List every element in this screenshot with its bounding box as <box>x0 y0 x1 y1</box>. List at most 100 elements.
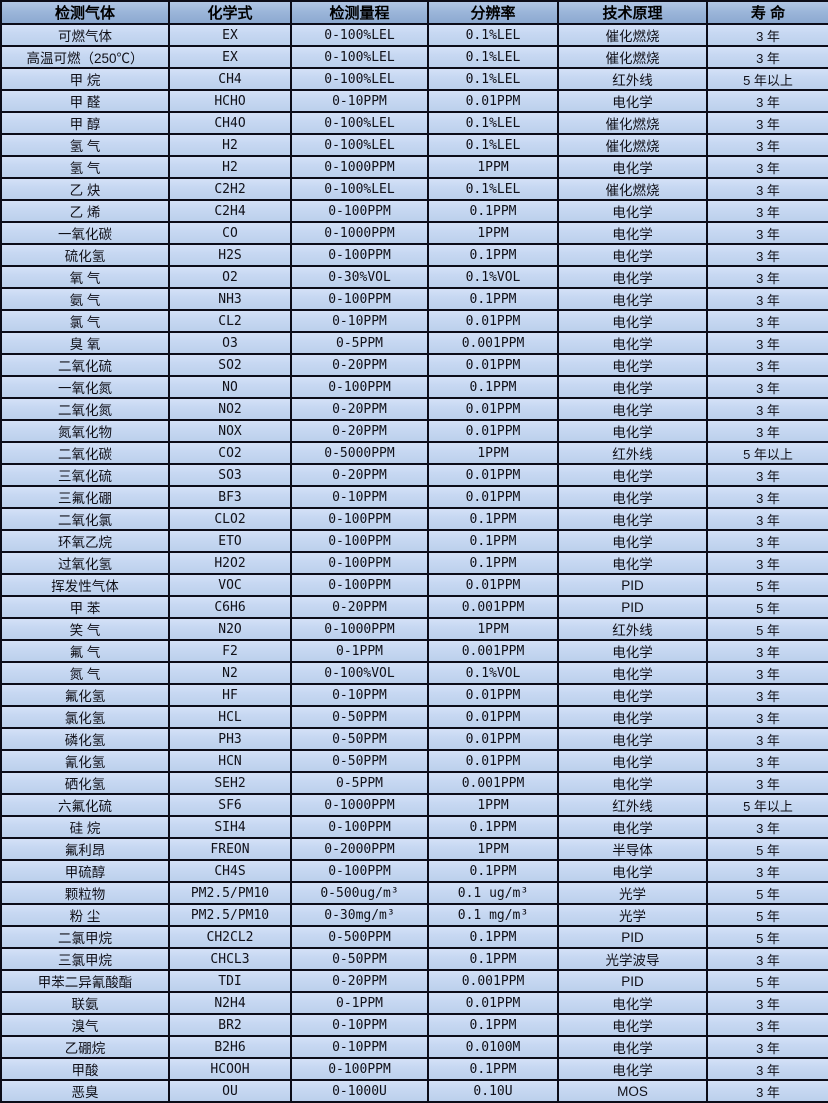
cell-lifespan: 3 年 <box>706 419 828 443</box>
table-row: 粉 尘 PM2.5/PM10 0-30mg/m³ 0.1 mg/m³ 光学 5 … <box>0 903 828 927</box>
cell-lifespan: 3 年 <box>706 639 828 663</box>
cell-gas-name: 溴气 <box>0 1013 170 1037</box>
table-row: 氮氧化物 NOX 0-20PPM 0.01PPM 电化学 3 年 <box>0 419 828 443</box>
cell-chemical-formula: H2 <box>168 133 292 157</box>
cell-gas-name: 二氯甲烷 <box>0 925 170 949</box>
table-row: 过氧化氢 H2O2 0-100PPM 0.1PPM 电化学 3 年 <box>0 551 828 575</box>
cell-resolution: 0.1PPM <box>427 529 559 553</box>
cell-resolution: 0.1PPM <box>427 815 559 839</box>
cell-gas-name: 氨 气 <box>0 287 170 311</box>
cell-lifespan: 3 年 <box>706 529 828 553</box>
cell-detection-range: 0-100%VOL <box>290 661 429 685</box>
table-row: 溴气 BR2 0-10PPM 0.1PPM 电化学 3 年 <box>0 1013 828 1037</box>
cell-lifespan: 3 年 <box>706 221 828 245</box>
header-row: 检测气体 化学式 检测量程 分辨率 技术原理 寿 命 <box>0 0 828 25</box>
cell-gas-name: 甲 烷 <box>0 67 170 91</box>
cell-detection-range: 0-50PPM <box>290 947 429 971</box>
cell-lifespan: 3 年 <box>706 309 828 333</box>
cell-gas-name: 氢 气 <box>0 133 170 157</box>
cell-resolution: 1PPM <box>427 617 559 641</box>
table-row: 笑 气 N2O 0-1000PPM 1PPM 红外线 5 年 <box>0 617 828 641</box>
column-header-detection-range: 检测量程 <box>290 0 429 25</box>
cell-resolution: 0.1PPM <box>427 1013 559 1037</box>
cell-chemical-formula: BF3 <box>168 485 292 509</box>
cell-technology: PID <box>557 595 708 619</box>
cell-technology: 电化学 <box>557 661 708 685</box>
table-row: 硒化氢 SEH2 0-5PPM 0.001PPM 电化学 3 年 <box>0 771 828 795</box>
cell-gas-name: 甲 醛 <box>0 89 170 113</box>
cell-chemical-formula: FREON <box>168 837 292 861</box>
cell-chemical-formula: ETO <box>168 529 292 553</box>
cell-gas-name: 氟利昂 <box>0 837 170 861</box>
table-row: 氯 气 CL2 0-10PPM 0.01PPM 电化学 3 年 <box>0 309 828 333</box>
cell-chemical-formula: CH4S <box>168 859 292 883</box>
cell-detection-range: 0-100PPM <box>290 1057 429 1081</box>
cell-detection-range: 0-100%LEL <box>290 133 429 157</box>
cell-gas-name: 二氧化氮 <box>0 397 170 421</box>
cell-resolution: 0.001PPM <box>427 969 559 993</box>
cell-resolution: 1PPM <box>427 441 559 465</box>
cell-resolution: 0.01PPM <box>427 353 559 377</box>
cell-detection-range: 0-100PPM <box>290 529 429 553</box>
cell-resolution: 0.1%LEL <box>427 177 559 201</box>
column-header-lifespan: 寿 命 <box>706 0 828 25</box>
table-row: 可燃气体 EX 0-100%LEL 0.1%LEL 催化燃烧 3 年 <box>0 23 828 47</box>
cell-chemical-formula: CH2CL2 <box>168 925 292 949</box>
cell-gas-name: 一氧化氮 <box>0 375 170 399</box>
cell-technology: 催化燃烧 <box>557 23 708 47</box>
cell-detection-range: 0-100%LEL <box>290 45 429 69</box>
cell-resolution: 0.1PPM <box>427 199 559 223</box>
cell-resolution: 0.01PPM <box>427 397 559 421</box>
column-header-gas-name: 检测气体 <box>0 0 170 25</box>
table-row: 颗粒物 PM2.5/PM10 0-500ug/m³ 0.1 ug/m³ 光学 5… <box>0 881 828 905</box>
table-row: 甲 苯 C6H6 0-20PPM 0.001PPM PID 5 年 <box>0 595 828 619</box>
cell-detection-range: 0-10PPM <box>290 1013 429 1037</box>
cell-resolution: 0.01PPM <box>427 727 559 751</box>
cell-gas-name: 高温可燃（250℃） <box>0 45 170 69</box>
cell-chemical-formula: CHCL3 <box>168 947 292 971</box>
cell-detection-range: 0-50PPM <box>290 727 429 751</box>
cell-detection-range: 0-100PPM <box>290 573 429 597</box>
cell-gas-name: 三氟化硼 <box>0 485 170 509</box>
cell-resolution: 0.01PPM <box>427 309 559 333</box>
cell-resolution: 0.1%LEL <box>427 23 559 47</box>
table-row: 氢 气 H2 0-100%LEL 0.1%LEL 催化燃烧 3 年 <box>0 133 828 157</box>
cell-technology: 电化学 <box>557 727 708 751</box>
cell-lifespan: 3 年 <box>706 463 828 487</box>
cell-technology: 电化学 <box>557 265 708 289</box>
table-row: 一氧化碳 CO 0-1000PPM 1PPM 电化学 3 年 <box>0 221 828 245</box>
cell-technology: 催化燃烧 <box>557 177 708 201</box>
cell-resolution: 0.01PPM <box>427 419 559 443</box>
cell-lifespan: 3 年 <box>706 1035 828 1059</box>
cell-gas-name: 硫化氢 <box>0 243 170 267</box>
cell-resolution: 0.01PPM <box>427 705 559 729</box>
cell-lifespan: 5 年 <box>706 969 828 993</box>
cell-technology: 红外线 <box>557 441 708 465</box>
cell-detection-range: 0-30%VOL <box>290 265 429 289</box>
cell-lifespan: 3 年 <box>706 177 828 201</box>
cell-detection-range: 0-100%LEL <box>290 67 429 91</box>
cell-chemical-formula: H2O2 <box>168 551 292 575</box>
cell-detection-range: 0-5PPM <box>290 771 429 795</box>
cell-resolution: 0.1PPM <box>427 287 559 311</box>
cell-technology: 光学波导 <box>557 947 708 971</box>
cell-technology: 红外线 <box>557 617 708 641</box>
cell-resolution: 0.01PPM <box>427 485 559 509</box>
cell-chemical-formula: N2H4 <box>168 991 292 1015</box>
table-row: 二氧化氯 CLO2 0-100PPM 0.1PPM 电化学 3 年 <box>0 507 828 531</box>
cell-technology: PID <box>557 573 708 597</box>
cell-technology: 催化燃烧 <box>557 111 708 135</box>
cell-resolution: 0.1PPM <box>427 925 559 949</box>
table-row: 环氧乙烷 ETO 0-100PPM 0.1PPM 电化学 3 年 <box>0 529 828 553</box>
cell-chemical-formula: O3 <box>168 331 292 355</box>
cell-chemical-formula: NO2 <box>168 397 292 421</box>
table-row: 氯化氢 HCL 0-50PPM 0.01PPM 电化学 3 年 <box>0 705 828 729</box>
cell-technology: 电化学 <box>557 1057 708 1081</box>
cell-chemical-formula: EX <box>168 45 292 69</box>
cell-lifespan: 3 年 <box>706 661 828 685</box>
cell-lifespan: 3 年 <box>706 859 828 883</box>
table-row: 氟利昂 FREON 0-2000PPM 1PPM 半导体 5 年 <box>0 837 828 861</box>
cell-resolution: 0.01PPM <box>427 573 559 597</box>
table-row: 硫化氢 H2S 0-100PPM 0.1PPM 电化学 3 年 <box>0 243 828 267</box>
cell-gas-name: 甲硫醇 <box>0 859 170 883</box>
